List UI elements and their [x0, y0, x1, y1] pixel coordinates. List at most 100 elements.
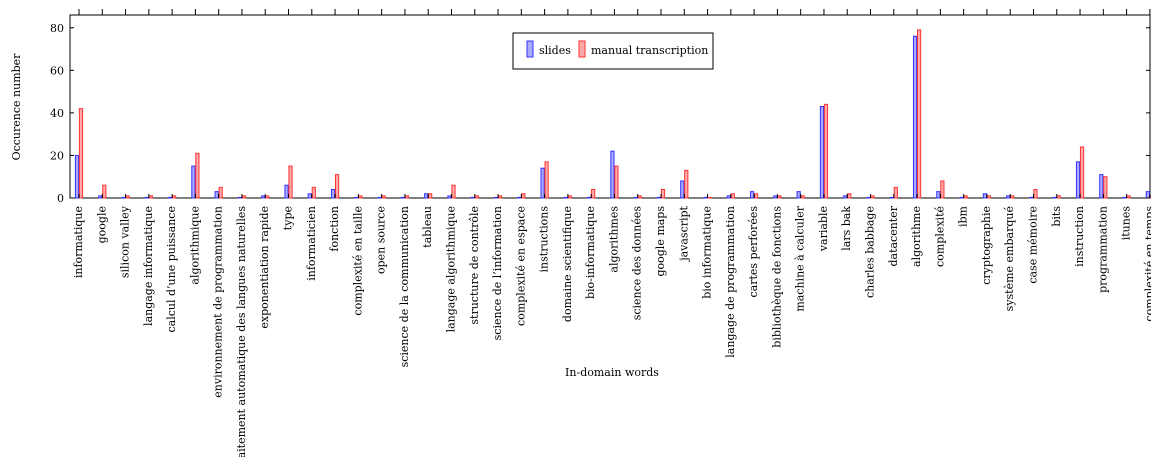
x-tick-label: cartes perforées — [747, 206, 760, 298]
x-tick-label: google — [95, 206, 108, 243]
legend-swatch — [578, 40, 586, 58]
bar-manual-transcription — [241, 195, 247, 199]
bar-manual-transcription — [754, 193, 759, 199]
bar-manual-transcription — [1103, 176, 1108, 199]
bar-slides — [563, 196, 568, 199]
x-tick-label: complexité — [933, 206, 946, 267]
bar-manual-transcription — [986, 195, 992, 199]
bar-slides — [144, 196, 149, 199]
x-tick-label: fonction — [328, 206, 341, 252]
legend-label: slides — [539, 44, 571, 57]
bar-slides — [1075, 161, 1081, 199]
bar-manual-transcription — [358, 195, 363, 199]
bar-slides — [633, 196, 638, 199]
x-tick-label: système embarqué — [1003, 206, 1016, 311]
bar-manual-transcription — [940, 180, 945, 199]
bar-manual-transcription — [78, 108, 84, 199]
bar-slides — [400, 196, 406, 199]
bar-manual-transcription — [404, 195, 410, 199]
bar-manual-transcription — [730, 193, 735, 199]
bar-manual-transcription — [1056, 195, 1061, 199]
bar-slides — [656, 196, 662, 199]
bar-manual-transcription — [847, 193, 852, 199]
bar-manual-transcription — [800, 195, 805, 199]
x-tick-label: javascript — [677, 205, 690, 262]
legend-box — [512, 32, 714, 70]
x-tick-label: bits — [1050, 206, 1063, 227]
axes: 0 20 40 60 80 informatique google silicon valle… — [50, 9, 1151, 457]
x-tick-label: informatique — [72, 206, 85, 278]
plot-frame — [69, 14, 1151, 199]
bar-slides — [726, 195, 731, 199]
bar-slides — [587, 196, 592, 199]
legend: slides manual transcription — [512, 32, 714, 70]
bar-slides — [680, 180, 685, 199]
bar-slides — [1052, 196, 1057, 199]
x-tick-label: algorithmes — [607, 206, 620, 273]
plot-area — [69, 14, 1151, 199]
bar-slides — [237, 196, 243, 199]
bar-slides — [470, 196, 475, 199]
bar-slides — [1029, 196, 1034, 199]
x-tick-label: environnement de programmation — [212, 206, 225, 398]
x-tick-label: bibliothèque de fonctions — [770, 206, 783, 348]
bar-slides — [214, 191, 219, 199]
legend-label: manual transcription — [591, 44, 708, 57]
x-tick-label: google maps — [654, 206, 667, 277]
bar-slides — [377, 196, 382, 199]
bar-manual-transcription — [544, 161, 549, 199]
bar-slides — [889, 196, 894, 199]
bar-manual-transcription — [172, 195, 177, 199]
bar-manual-transcription — [1126, 195, 1131, 199]
x-tick-label: ibm — [957, 205, 970, 227]
bar-manual-transcription — [823, 103, 829, 199]
bar-slides — [796, 191, 801, 199]
bar-slides — [74, 154, 80, 199]
bar-slides — [750, 191, 755, 199]
x-tick-label: science des données — [631, 206, 644, 321]
x-tick-label: datacenter — [887, 205, 900, 266]
y-axis-label: Occurence number — [10, 53, 23, 161]
bar-manual-transcription — [497, 195, 503, 199]
bar-slides — [610, 150, 615, 199]
bar-slides — [493, 196, 499, 199]
bar-manual-transcription — [963, 195, 968, 199]
bar-manual-transcription — [428, 193, 433, 199]
bar-manual-transcription — [684, 169, 689, 199]
bar-manual-transcription — [148, 195, 153, 199]
x-tick-label: instructions — [538, 206, 551, 273]
y-tick-label: 60 — [50, 64, 64, 77]
x-tick-label: case mémoire — [1026, 206, 1039, 284]
legend-swatch — [526, 40, 534, 58]
bar-slides — [424, 193, 429, 199]
x-tick-label: exponentiation rapide — [258, 206, 271, 329]
x-tick-label: variable — [817, 206, 830, 252]
bar-slides — [121, 196, 126, 199]
bar-slides — [447, 195, 452, 199]
bar-slides — [1122, 196, 1127, 199]
x-tick-label: langage de programmation — [724, 206, 737, 358]
x-tick-label: langage algorithmique — [444, 206, 457, 332]
bar-manual-transcription — [637, 195, 642, 199]
bar-manual-transcription — [707, 196, 712, 199]
y-tick-label: 40 — [50, 107, 64, 120]
x-tick-label: bio informatique — [701, 206, 714, 299]
x-tick-label: tableau — [421, 206, 434, 248]
bar-manual-transcription — [1033, 188, 1038, 199]
x-tick-label: type — [282, 206, 295, 230]
x-tick-label: traitement automatique des langues natur… — [235, 206, 248, 457]
x-tick-label: itunes — [1120, 206, 1133, 241]
bar-manual-transcription — [334, 174, 340, 199]
bar-manual-transcription — [451, 184, 456, 199]
bar-slides — [819, 106, 825, 199]
bar-manual-transcription — [311, 186, 316, 199]
bar-manual-transcription — [195, 152, 200, 199]
bar-manual-transcription — [1010, 195, 1015, 199]
bar-manual-transcription — [102, 184, 107, 199]
x-tick-label: science de la communication — [398, 206, 411, 367]
bar-manual-transcription — [660, 188, 666, 199]
bar-slides — [866, 196, 871, 199]
x-tick-label: complexité en espace — [514, 206, 527, 326]
x-tick-label: langage informatique — [142, 206, 155, 326]
bar-manual-transcription — [521, 193, 526, 199]
